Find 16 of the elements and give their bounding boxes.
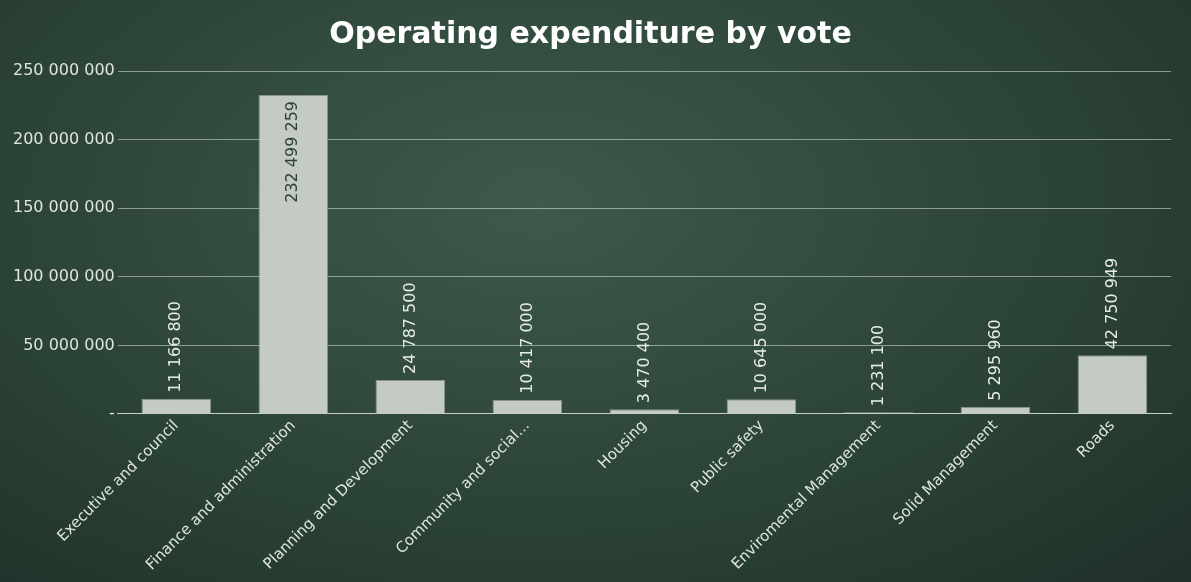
data-label: 232 499 259 xyxy=(282,101,302,203)
data-label: 24 787 500 xyxy=(399,282,419,374)
data-label: 11 166 800 xyxy=(165,301,185,393)
data-label: 42 750 949 xyxy=(1101,257,1121,350)
y-tick-label: 200 000 000 xyxy=(12,128,115,148)
y-tick-label: 100 000 000 xyxy=(12,265,115,285)
chart-title: Operating expenditure by vote xyxy=(329,14,852,50)
y-tick-label: 150 000 000 xyxy=(12,197,115,217)
data-label: 1 231 100 xyxy=(867,324,887,407)
data-label: 10 417 000 xyxy=(516,302,536,394)
y-tick-label: 50 000 000 xyxy=(23,334,115,354)
data-label: 3 470 400 xyxy=(633,321,653,404)
y-tick-label: 250 000 000 xyxy=(12,60,115,80)
data-label: 5 295 960 xyxy=(984,319,1004,401)
y-tick-label: - xyxy=(109,403,115,423)
data-label: 10 645 000 xyxy=(750,301,770,394)
